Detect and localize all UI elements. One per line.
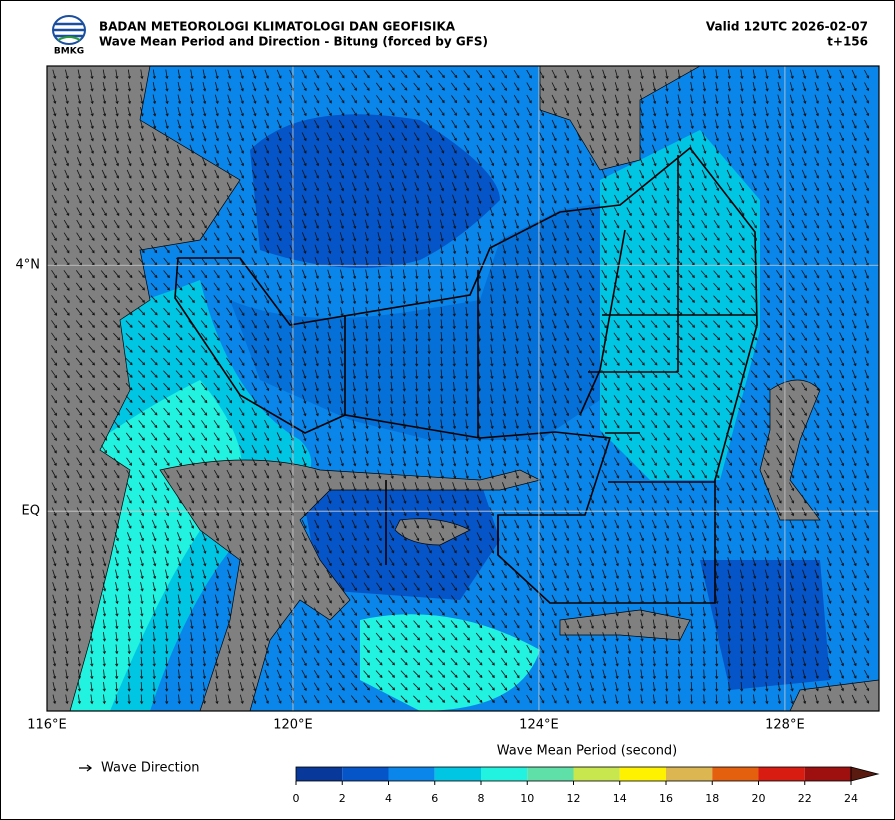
land [159, 459, 542, 711]
colorbar-tick-label: 4 [385, 792, 392, 805]
colorbar-swatch [619, 767, 666, 781]
period-zone [250, 114, 500, 269]
colorbar-swatch [573, 767, 620, 781]
colorbar-tick-label: 24 [844, 792, 858, 805]
zone-boundary [344, 155, 757, 565]
colorbar-tick-label: 18 [705, 792, 719, 805]
colorbar-swatch [758, 767, 805, 781]
colorbar-tick-label: 22 [798, 792, 812, 805]
logo-text: BMKG [54, 47, 84, 57]
legend-label: Wave Direction [101, 761, 200, 776]
colorbar-tick-label: 6 [431, 792, 438, 805]
colorbar-swatch [712, 767, 759, 781]
colorbar-swatch [481, 767, 528, 781]
axes: 116°E 120°E 124°E 128°E EQ 4°N [16, 258, 805, 733]
colorbar-tick-label: 2 [339, 792, 346, 805]
colorbar-tick-label: 14 [613, 792, 627, 805]
x-tick-label: 120°E [273, 718, 313, 733]
y-tick-label: 4°N [16, 258, 41, 273]
period-zone [230, 200, 640, 440]
colorbar-tick-label: 8 [478, 792, 485, 805]
colorbar-swatch [388, 767, 435, 781]
colorbar-tick-label: 16 [659, 792, 673, 805]
colorbar-swatch [296, 767, 343, 781]
colorbar-tick-label: 20 [752, 792, 766, 805]
colorbar-title: Wave Mean Period (second) [497, 744, 678, 759]
zone-boundary [174, 146, 758, 604]
logo [52, 15, 86, 45]
x-tick-label: 116°E [27, 718, 67, 733]
y-tick-label: EQ [22, 504, 40, 519]
colorbar-tick-label: 10 [520, 792, 534, 805]
agency: BADAN METEOROLOGI KLIMATOLOGI DAN GEOFIS… [99, 20, 456, 34]
colorbar: 0 2 4 6 8 10 12 14 16 18 20 22 24 [293, 766, 880, 805]
arrow-field [51, 69, 870, 705]
land [394, 518, 471, 546]
period-zone [700, 560, 830, 690]
title: Wave Mean Period and Direction - Bitung … [99, 35, 488, 49]
colorbar-swatch [666, 767, 713, 781]
map [47, 66, 879, 711]
land [539, 66, 701, 171]
colorbar-swatch [434, 767, 481, 781]
valid-time: Valid 12UTC 2026-02-07 [706, 20, 868, 34]
colorbar-swatch [527, 767, 574, 781]
x-tick-label: 124°E [519, 718, 559, 733]
period-zone [360, 614, 540, 711]
x-tick-label: 128°E [765, 718, 805, 733]
colorbar-tick-label: 12 [567, 792, 581, 805]
legend-arrow-head [86, 764, 93, 772]
lead-time: t+156 [827, 35, 868, 49]
period-zone [300, 480, 500, 600]
map-frame [46, 65, 880, 712]
colorbar-tick-label: 0 [293, 792, 300, 805]
land [47, 66, 241, 711]
colorbar-swatch [804, 767, 851, 781]
arrows [51, 69, 870, 705]
period-zone [600, 130, 760, 480]
colorbar-swatch [342, 767, 389, 781]
